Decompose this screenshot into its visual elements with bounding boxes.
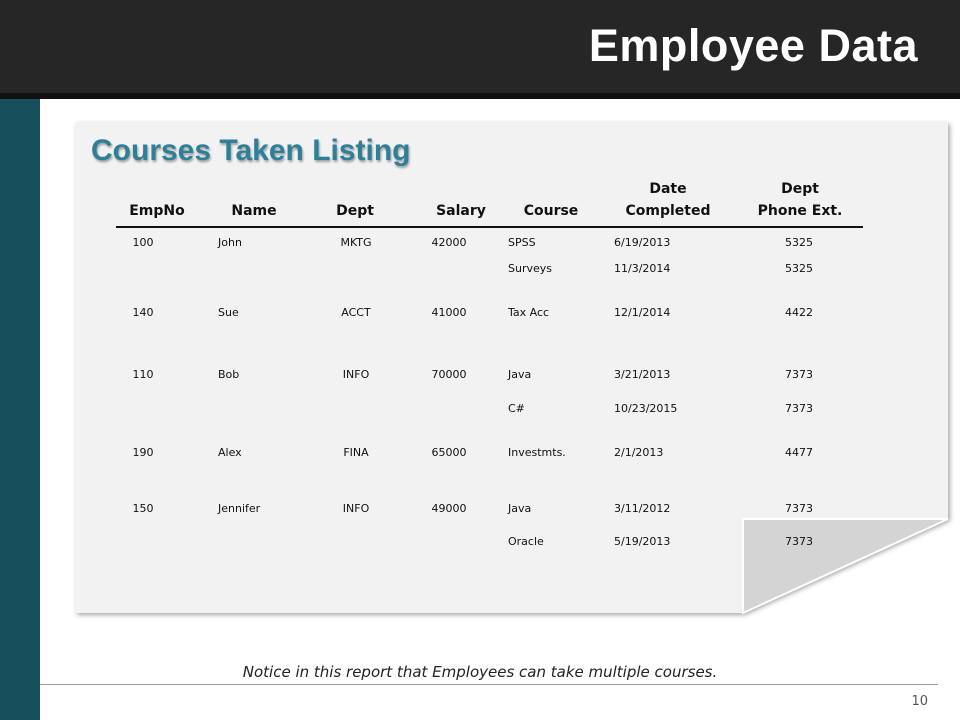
cell-phone: 7373 [785,368,813,381]
col-header-phone-line2: Phone Ext. [757,203,843,219]
cell-salary: 65000 [431,446,467,459]
cell-phone: 7373 [785,502,813,515]
page-number: 10 [911,694,928,709]
cell-date: 12/1/2014 [614,306,671,319]
footer-rule [40,684,938,685]
cell-empno: 190 [132,446,154,459]
cell-course: Java [508,502,532,515]
cell-dept: MKTG [340,236,372,249]
cell-course: Oracle [508,535,544,548]
cell-empno: 150 [132,502,154,515]
col-header-date-line2: Completed [625,203,711,219]
cell-salary: 70000 [431,368,467,381]
cell-phone: 5325 [785,262,813,275]
footnote: Notice in this report that Employees can… [242,663,718,681]
cell-date: 5/19/2013 [614,535,671,548]
col-header-course: Course [523,203,579,219]
cell-date: 11/3/2014 [614,262,671,275]
cell-course: Java [508,368,532,381]
cell-phone: 4422 [785,306,813,319]
cell-course: Surveys [508,262,552,275]
cell-salary: 42000 [431,236,467,249]
col-header-date-completed: Date Completed [610,178,726,222]
col-header-name: Name [231,203,277,219]
col-header-salary: Salary [436,203,486,219]
title-bar-rule [0,93,960,99]
title-bar [0,0,960,93]
cell-name: Bob [218,368,240,381]
cell-course: Investmts. [508,446,566,459]
page-curl-fold [742,518,949,615]
cell-date: 6/19/2013 [614,236,671,249]
cell-date: 3/11/2012 [614,502,671,515]
cell-name: Alex [218,446,242,459]
section-heading: Courses Taken Listing [91,134,411,167]
cell-salary: 49000 [431,502,467,515]
col-header-dept: Dept [336,203,374,219]
cell-date: 2/1/2013 [614,446,664,459]
cell-empno: 100 [132,236,154,249]
cell-empno: 140 [132,306,154,319]
cell-phone: 7373 [785,402,813,415]
paper-body [75,122,948,613]
table-header-rule [116,226,863,228]
col-header-empno: EmpNo [129,203,185,219]
cell-date: 3/21/2013 [614,368,671,381]
slide-title: Employee Data [588,20,918,71]
cell-name: John [218,236,242,249]
col-header-phone-line1: Dept [781,181,819,197]
col-header-date-line1: Date [649,181,687,197]
cell-dept: ACCT [341,306,371,319]
cell-phone: 7373 [785,535,813,548]
col-header-dept-phone: Dept Phone Ext. [743,178,857,222]
cell-phone: 4477 [785,446,813,459]
cell-phone: 5325 [785,236,813,249]
cell-course: SPSS [508,236,536,249]
cell-name: Jennifer [218,502,261,515]
side-accent-bar [0,99,40,720]
cell-salary: 41000 [431,306,467,319]
cell-dept: INFO [342,502,370,515]
cell-date: 10/23/2015 [614,402,678,415]
cell-empno: 110 [132,368,154,381]
cell-course: C# [508,402,525,415]
cell-dept: INFO [342,368,370,381]
cell-dept: FINA [343,446,369,459]
cell-name: Sue [218,306,239,319]
cell-course: Tax Acc [508,306,550,319]
